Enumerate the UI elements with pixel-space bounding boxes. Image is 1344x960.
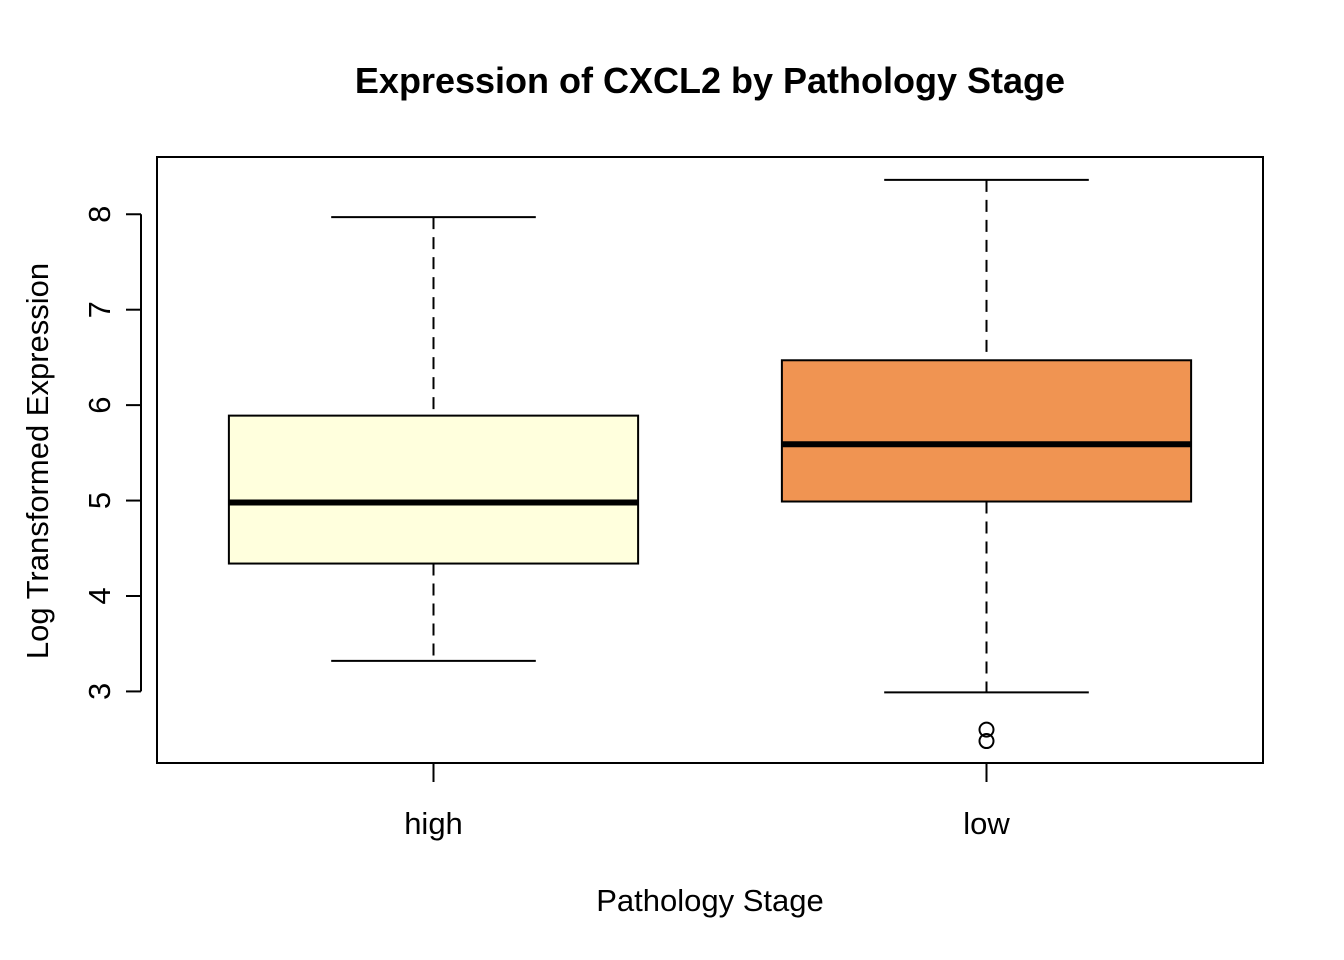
y-tick-label: 6 <box>82 397 117 414</box>
iqr-box <box>227 414 640 565</box>
boxes <box>227 178 1193 750</box>
plot-frame <box>156 156 1264 764</box>
x-tick-label: high <box>404 806 463 841</box>
y-axis-label: Log Transformed Expression <box>20 263 55 659</box>
y-tick-label: 7 <box>82 301 117 318</box>
x-tick-label: low <box>963 806 1010 841</box>
y-axis: 3 4 5 6 7 8 <box>82 206 142 700</box>
chart-title: Expression of CXCL2 by Pathology Stage <box>355 60 1065 101</box>
x-axis-label: Pathology Stage <box>596 883 824 918</box>
y-tick-label: 5 <box>82 492 117 509</box>
iqr-box <box>780 359 1193 503</box>
outlier-point <box>978 721 995 738</box>
y-tick-label: 8 <box>82 206 117 223</box>
y-tick-label: 4 <box>82 587 117 604</box>
box-low <box>780 178 1193 750</box>
outlier-point <box>978 733 995 750</box>
y-tick-label: 3 <box>82 683 117 700</box>
x-axis: high low <box>404 763 1010 841</box>
box-high <box>227 216 640 662</box>
